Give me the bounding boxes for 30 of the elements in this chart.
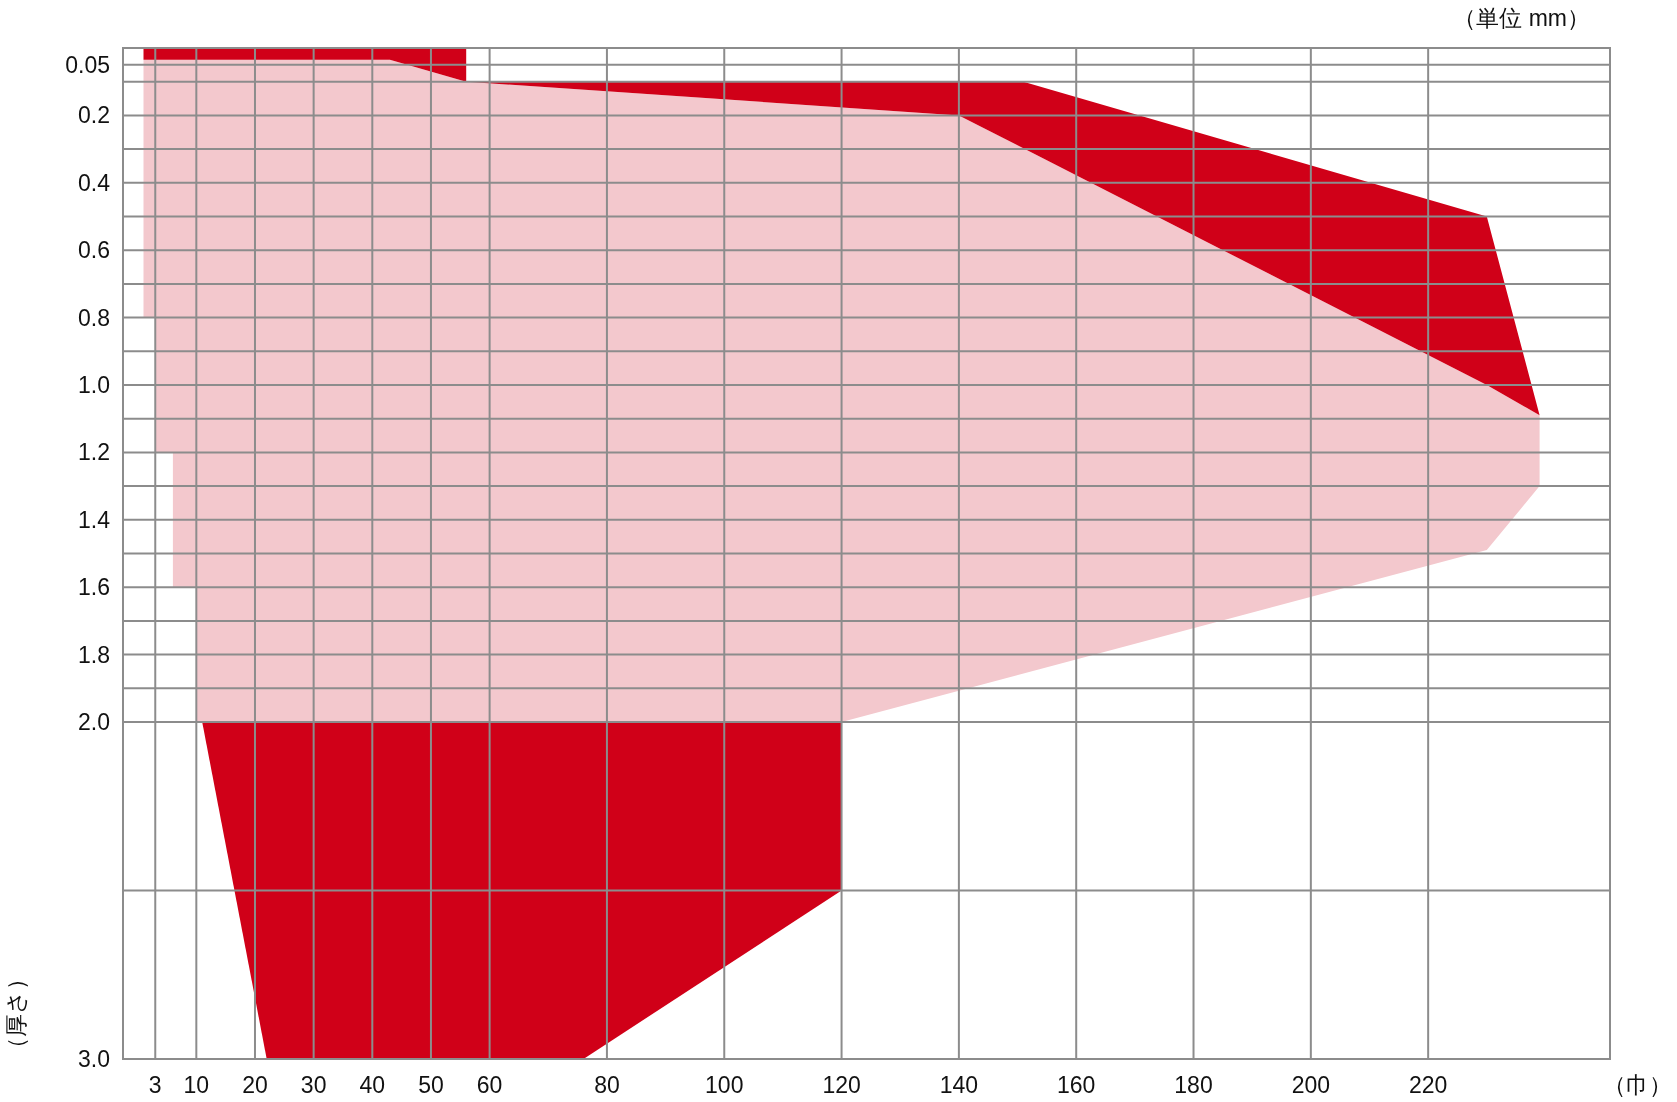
y-tick-label: 1.4	[78, 506, 111, 533]
x-axis-title: （巾）	[1603, 1072, 1672, 1098]
x-tick-label: 160	[1057, 1072, 1096, 1098]
x-tick-label: 80	[594, 1072, 620, 1098]
y-tick-label: 0.05	[65, 51, 110, 78]
x-tick-label: 200	[1291, 1072, 1331, 1098]
x-tick-label: 140	[939, 1072, 979, 1098]
y-tick-label: 2.0	[78, 709, 110, 735]
x-tick-label: 3	[148, 1072, 162, 1098]
x-tick-label: 50	[418, 1072, 444, 1098]
y-tick-label: 1.2	[78, 439, 110, 466]
x-tick-label: 220	[1408, 1072, 1448, 1098]
x-tick-label: 60	[476, 1072, 503, 1098]
text: （単位 mm）	[1453, 5, 1590, 31]
x-tick-label: 10	[183, 1072, 210, 1098]
y-tick-label: 3.0	[78, 1046, 110, 1072]
x-tick-label: 180	[1174, 1072, 1213, 1098]
x-tick-label: 100	[705, 1072, 744, 1098]
y-tick-label: 1.8	[78, 641, 110, 668]
x-tick-label: 40	[359, 1072, 386, 1098]
y-tick-label: 1.6	[78, 574, 110, 601]
x-tick-label: 20	[242, 1072, 268, 1098]
y-tick-label: 0.8	[78, 304, 110, 331]
x-tick-label: 120	[822, 1072, 861, 1098]
y-tick-label: 1.0	[78, 372, 110, 398]
y-tick-label: 0.6	[78, 237, 110, 264]
y-axis-title: （厚さ）	[3, 967, 29, 1060]
x-tick-label: 30	[300, 1072, 327, 1098]
y-tick-label: 0.2	[78, 102, 110, 129]
y-tick-label: 0.4	[78, 169, 111, 196]
